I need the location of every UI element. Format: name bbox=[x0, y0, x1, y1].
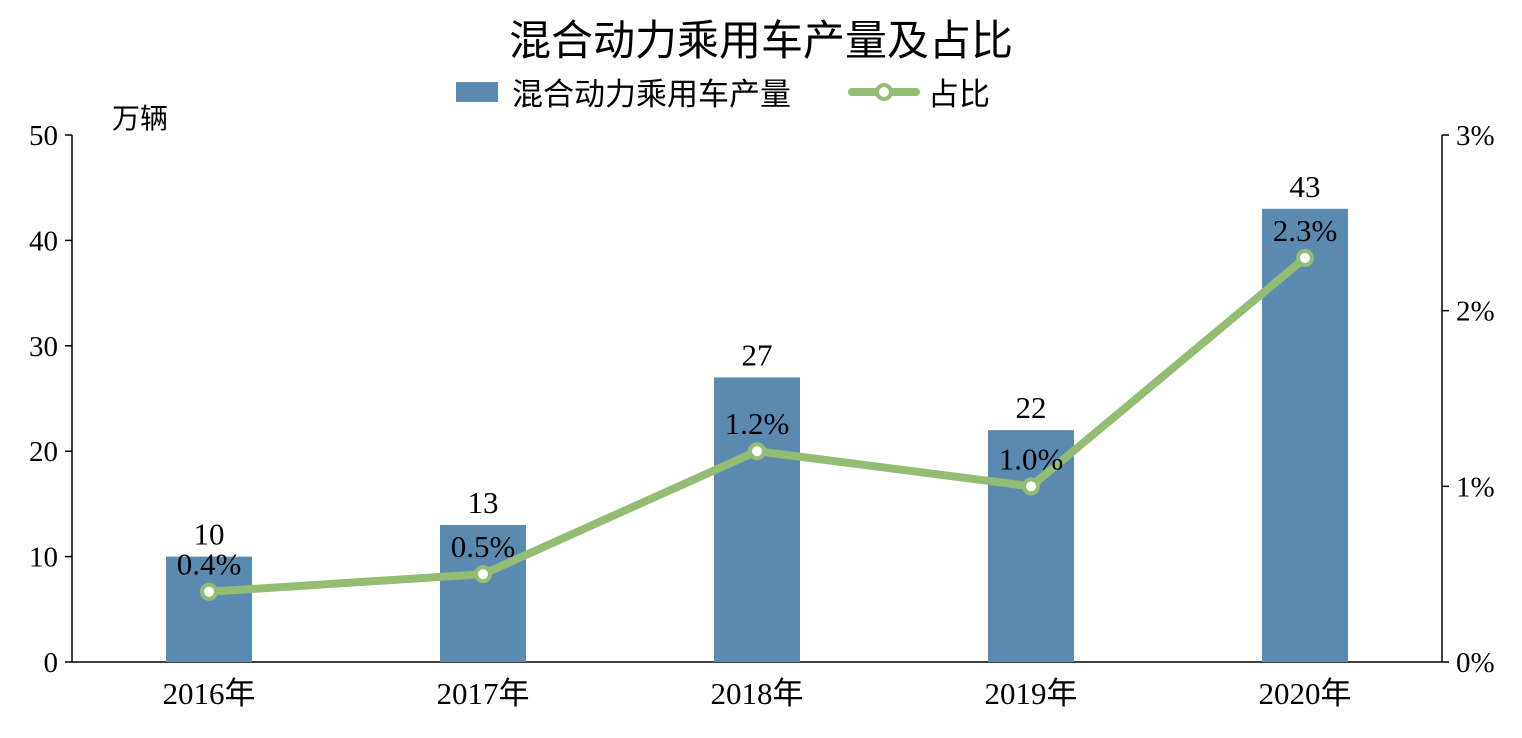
line-marker bbox=[474, 565, 492, 584]
line-value-label: 0.4% bbox=[177, 547, 242, 582]
bar-value-label: 13 bbox=[468, 485, 499, 520]
line-value-labels: 0.4% 0.5% 1.2% 1.0% 2.3% bbox=[177, 213, 1338, 582]
chart-title: 混合动力乘用车产量及占比 bbox=[509, 16, 1013, 65]
legend-label-line: 占比 bbox=[928, 77, 990, 113]
y-right-tick-label: 3% bbox=[1456, 120, 1495, 152]
x-tick-label: 2019年 bbox=[985, 676, 1078, 711]
y-left-tick-label: 30 bbox=[29, 331, 58, 363]
x-tick-label: 2018年 bbox=[711, 676, 804, 711]
line-value-label: 0.5% bbox=[451, 529, 516, 564]
legend: 混合动力乘用车产量 占比 bbox=[456, 77, 990, 113]
bar-value-label: 43 bbox=[1290, 169, 1321, 204]
bar bbox=[988, 430, 1074, 662]
bar bbox=[1262, 208, 1348, 662]
bar bbox=[714, 377, 800, 662]
y-left-tick-label: 0 bbox=[44, 647, 59, 679]
y-left-tick-label: 50 bbox=[29, 120, 58, 152]
y-left-tick-label: 40 bbox=[29, 225, 58, 257]
bar-value-labels: 10 13 27 22 43 bbox=[194, 169, 1321, 552]
x-tick-labels: 2016年 2017年 2018年 2019年 2020年 bbox=[163, 676, 1352, 711]
line-marker bbox=[1296, 248, 1314, 267]
y-right-tick-label: 0% bbox=[1456, 647, 1495, 679]
x-tick-label: 2020年 bbox=[1259, 676, 1352, 711]
line-value-label: 1.0% bbox=[999, 441, 1064, 476]
line-series bbox=[200, 248, 1314, 601]
y-right-tick-label: 2% bbox=[1456, 296, 1495, 328]
y-left-ticks: 0 10 20 30 40 50 bbox=[29, 120, 72, 679]
line-marker bbox=[200, 582, 218, 601]
y-left-tick-label: 10 bbox=[29, 542, 58, 574]
bar bbox=[440, 524, 526, 662]
x-tick-label: 2016年 bbox=[163, 676, 256, 711]
line-value-label: 1.2% bbox=[725, 406, 790, 441]
y-left-tick-label: 20 bbox=[29, 436, 58, 468]
line-marker bbox=[748, 442, 766, 461]
y-left-unit: 万辆 bbox=[112, 102, 168, 135]
legend-swatch-bar bbox=[456, 82, 498, 102]
x-tick-label: 2017年 bbox=[437, 676, 530, 711]
line-value-label: 2.3% bbox=[1273, 213, 1338, 248]
bar-value-label: 27 bbox=[742, 337, 773, 372]
legend-swatch-marker bbox=[875, 83, 893, 101]
bar-value-label: 10 bbox=[194, 517, 225, 552]
bar-value-label: 22 bbox=[1016, 390, 1047, 425]
y-right-ticks: 0% 1% 2% 3% bbox=[1442, 120, 1495, 679]
y-right-tick-label: 1% bbox=[1456, 471, 1495, 503]
bar bbox=[166, 556, 252, 662]
legend-label-bar: 混合动力乘用车产量 bbox=[512, 77, 791, 113]
line-marker bbox=[1022, 477, 1040, 496]
